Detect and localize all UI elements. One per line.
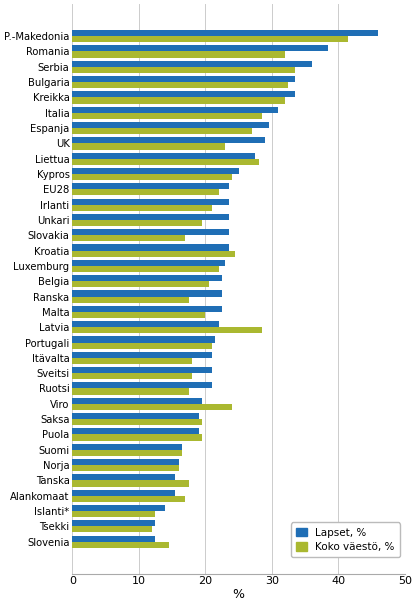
- Bar: [72, 321, 219, 327]
- Bar: [72, 189, 219, 195]
- Bar: [72, 526, 152, 532]
- Bar: [72, 428, 199, 434]
- Bar: [72, 327, 262, 333]
- Bar: [72, 198, 229, 204]
- Bar: [72, 336, 215, 342]
- Bar: [72, 113, 262, 119]
- Bar: [72, 128, 252, 134]
- Bar: [72, 143, 225, 149]
- Bar: [72, 419, 202, 425]
- Bar: [72, 266, 219, 272]
- Bar: [72, 152, 255, 159]
- Bar: [72, 214, 229, 220]
- Bar: [72, 465, 179, 471]
- Bar: [72, 183, 229, 189]
- Bar: [72, 174, 232, 180]
- Bar: [72, 358, 192, 364]
- Bar: [72, 489, 176, 495]
- Bar: [72, 36, 348, 42]
- Bar: [72, 106, 278, 113]
- Bar: [72, 404, 232, 410]
- Bar: [72, 281, 209, 287]
- Bar: [72, 82, 288, 88]
- Bar: [72, 220, 202, 226]
- Bar: [72, 67, 295, 73]
- Bar: [72, 312, 206, 318]
- Bar: [72, 137, 265, 143]
- Bar: [72, 76, 295, 82]
- Bar: [72, 204, 212, 211]
- Bar: [72, 474, 176, 480]
- Bar: [72, 367, 212, 373]
- Bar: [72, 235, 186, 241]
- Bar: [72, 250, 235, 257]
- Bar: [72, 342, 212, 348]
- X-axis label: %: %: [233, 588, 245, 601]
- Bar: [72, 244, 229, 250]
- Bar: [72, 91, 295, 97]
- Bar: [72, 413, 199, 419]
- Bar: [72, 511, 156, 517]
- Bar: [72, 541, 169, 548]
- Bar: [72, 275, 222, 281]
- Bar: [72, 260, 225, 266]
- Bar: [72, 51, 285, 57]
- Bar: [72, 382, 212, 388]
- Bar: [72, 122, 268, 128]
- Bar: [72, 443, 182, 450]
- Bar: [72, 97, 285, 103]
- Bar: [72, 459, 179, 465]
- Bar: [72, 352, 212, 358]
- Legend: Lapset, %, Koko väestö, %: Lapset, %, Koko väestö, %: [291, 523, 400, 557]
- Bar: [72, 535, 156, 541]
- Bar: [72, 450, 182, 456]
- Bar: [72, 373, 192, 379]
- Bar: [72, 306, 222, 312]
- Bar: [72, 159, 258, 165]
- Bar: [72, 290, 222, 296]
- Bar: [72, 229, 229, 235]
- Bar: [72, 45, 328, 51]
- Bar: [72, 388, 189, 394]
- Bar: [72, 495, 186, 502]
- Bar: [72, 397, 202, 404]
- Bar: [72, 520, 156, 526]
- Bar: [72, 480, 189, 486]
- Bar: [72, 296, 189, 302]
- Bar: [72, 30, 378, 36]
- Bar: [72, 168, 239, 174]
- Bar: [72, 60, 312, 67]
- Bar: [72, 505, 166, 511]
- Bar: [72, 434, 202, 440]
